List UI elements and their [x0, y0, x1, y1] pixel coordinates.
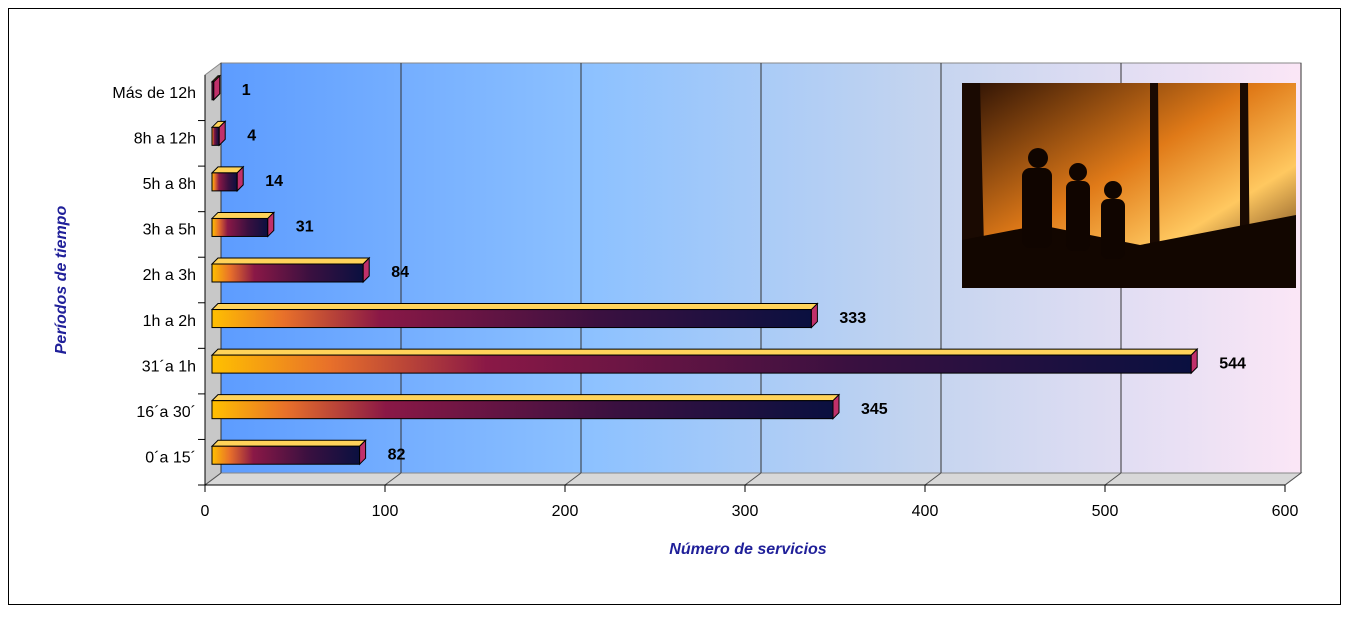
- x-tick-label: 400: [912, 503, 939, 520]
- bar-front: [211, 445, 361, 465]
- bar: [210, 347, 1199, 375]
- bar-top: [210, 348, 1199, 356]
- y-tick-label: 16´a 30´: [136, 404, 196, 421]
- bar-end: [810, 302, 818, 329]
- bar-end: [236, 165, 244, 193]
- x-tick-label: 0: [201, 503, 210, 520]
- y-tick-label: 2h a 3h: [143, 267, 196, 284]
- value-label: 4: [247, 128, 256, 145]
- y-tick-label: 5h a 8h: [143, 176, 196, 193]
- value-label: 1: [242, 82, 251, 99]
- value-label: 14: [265, 173, 283, 190]
- bar-front: [211, 354, 1192, 374]
- y-tick-label: Más de 12h: [112, 85, 196, 102]
- bar-end: [267, 211, 275, 238]
- bar-end: [362, 256, 370, 284]
- y-tick-label: 8h a 12h: [134, 131, 196, 148]
- y-tick-label: 1h a 2h: [143, 313, 196, 330]
- x-tick-label: 200: [552, 503, 579, 520]
- bar-end: [218, 120, 226, 147]
- bar: [210, 256, 371, 284]
- x-tick-label: 100: [372, 503, 399, 520]
- bar-top: [210, 257, 371, 265]
- value-label: 31: [296, 219, 314, 236]
- bar: [210, 74, 222, 101]
- value-label: 544: [1219, 355, 1246, 372]
- bar: [210, 302, 819, 329]
- bar-front: [211, 400, 834, 420]
- bar-front: [211, 217, 269, 237]
- x-tick-label: 300: [732, 503, 759, 520]
- floor-grid-line: [744, 472, 762, 486]
- bar-front: [211, 172, 238, 192]
- bar: [210, 439, 367, 466]
- value-label: 82: [388, 446, 406, 463]
- x-axis-title: Número de servicios: [669, 541, 827, 558]
- bar: [210, 165, 245, 193]
- y-tick-label: 3h a 5h: [143, 222, 196, 239]
- photo: [962, 83, 1296, 288]
- bar: [210, 120, 227, 147]
- floor-grid-line: [1284, 472, 1302, 486]
- x-tick-label: 500: [1092, 503, 1119, 520]
- y-tick-label: 31´a 1h: [142, 358, 196, 375]
- bar-top: [210, 439, 367, 447]
- bar: [210, 393, 841, 420]
- bar-end: [359, 439, 367, 466]
- floor-grid-line: [564, 472, 582, 486]
- bar-top: [210, 211, 276, 219]
- y-axis-title: Períodos de tiempo: [53, 206, 70, 355]
- floor-grid-line: [384, 472, 402, 486]
- bar-top: [210, 394, 841, 402]
- x-tick-label: 600: [1272, 503, 1299, 520]
- value-label: 345: [861, 401, 888, 418]
- bar-front: [211, 263, 364, 283]
- bar: [210, 211, 276, 238]
- bar-front: [211, 126, 220, 146]
- bar-end: [1190, 347, 1198, 375]
- value-label: 84: [391, 264, 409, 281]
- floor-grid-line: [924, 472, 942, 486]
- y-tick-label: 0´a 15´: [145, 449, 196, 466]
- value-label: 333: [839, 310, 866, 327]
- bar-end: [832, 393, 840, 420]
- bar-top: [210, 303, 819, 311]
- bar-end: [213, 74, 221, 101]
- floor-grid-line: [204, 472, 222, 486]
- floor-grid-line: [1104, 472, 1122, 486]
- bar-front: [211, 309, 812, 329]
